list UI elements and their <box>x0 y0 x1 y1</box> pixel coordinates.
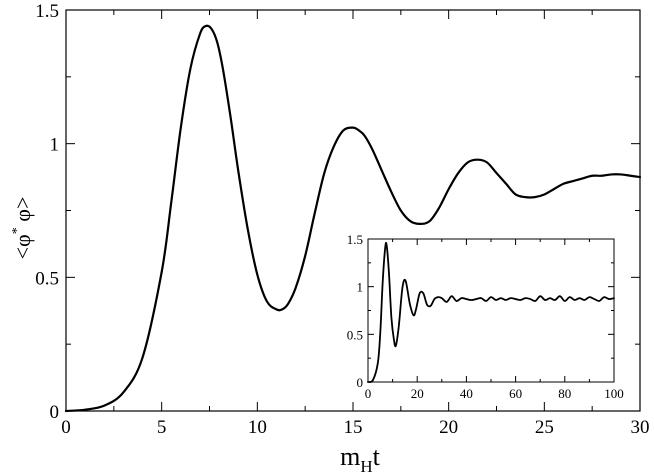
y-tick-label: 1.5 <box>35 1 59 22</box>
inset-plot-frame <box>367 238 615 383</box>
y-axis-label: <φ* φ> <box>10 197 35 260</box>
inset-y-tick-label: 0 <box>357 375 364 390</box>
y-tick-label: 0 <box>50 402 60 423</box>
x-tick-label: 20 <box>439 417 458 438</box>
x-tick-label: 15 <box>344 417 363 438</box>
x-axis-label: mHt <box>340 442 381 474</box>
y-tick-label: 1 <box>50 135 60 156</box>
x-tick-label: 0 <box>61 417 71 438</box>
x-tick-label: 25 <box>535 417 554 438</box>
series-line <box>64 24 642 413</box>
inset-series-line <box>367 241 615 384</box>
inset-y-tick-label: 1.5 <box>347 232 363 247</box>
inset-x-tick-label: 80 <box>558 386 571 401</box>
inset-y-tick-label: 1 <box>357 280 364 295</box>
inset-x-tick-label: 100 <box>604 386 624 401</box>
inset-plot: 0 20 40 60 80 100 0 0.5 1 1.5 <box>347 232 624 401</box>
inset-x-tick-label: 60 <box>509 386 522 401</box>
inset-x-tick-label: 40 <box>460 386 473 401</box>
inset-x-tick-label: 0 <box>365 386 372 401</box>
x-tick-label: 30 <box>631 417 650 438</box>
x-tick-label: 5 <box>157 417 167 438</box>
x-tick-label: 10 <box>248 417 267 438</box>
y-tick-label: 0.5 <box>35 268 59 289</box>
inset-x-tick-label: 20 <box>411 386 424 401</box>
inset-y-tick-label: 0.5 <box>347 327 363 342</box>
